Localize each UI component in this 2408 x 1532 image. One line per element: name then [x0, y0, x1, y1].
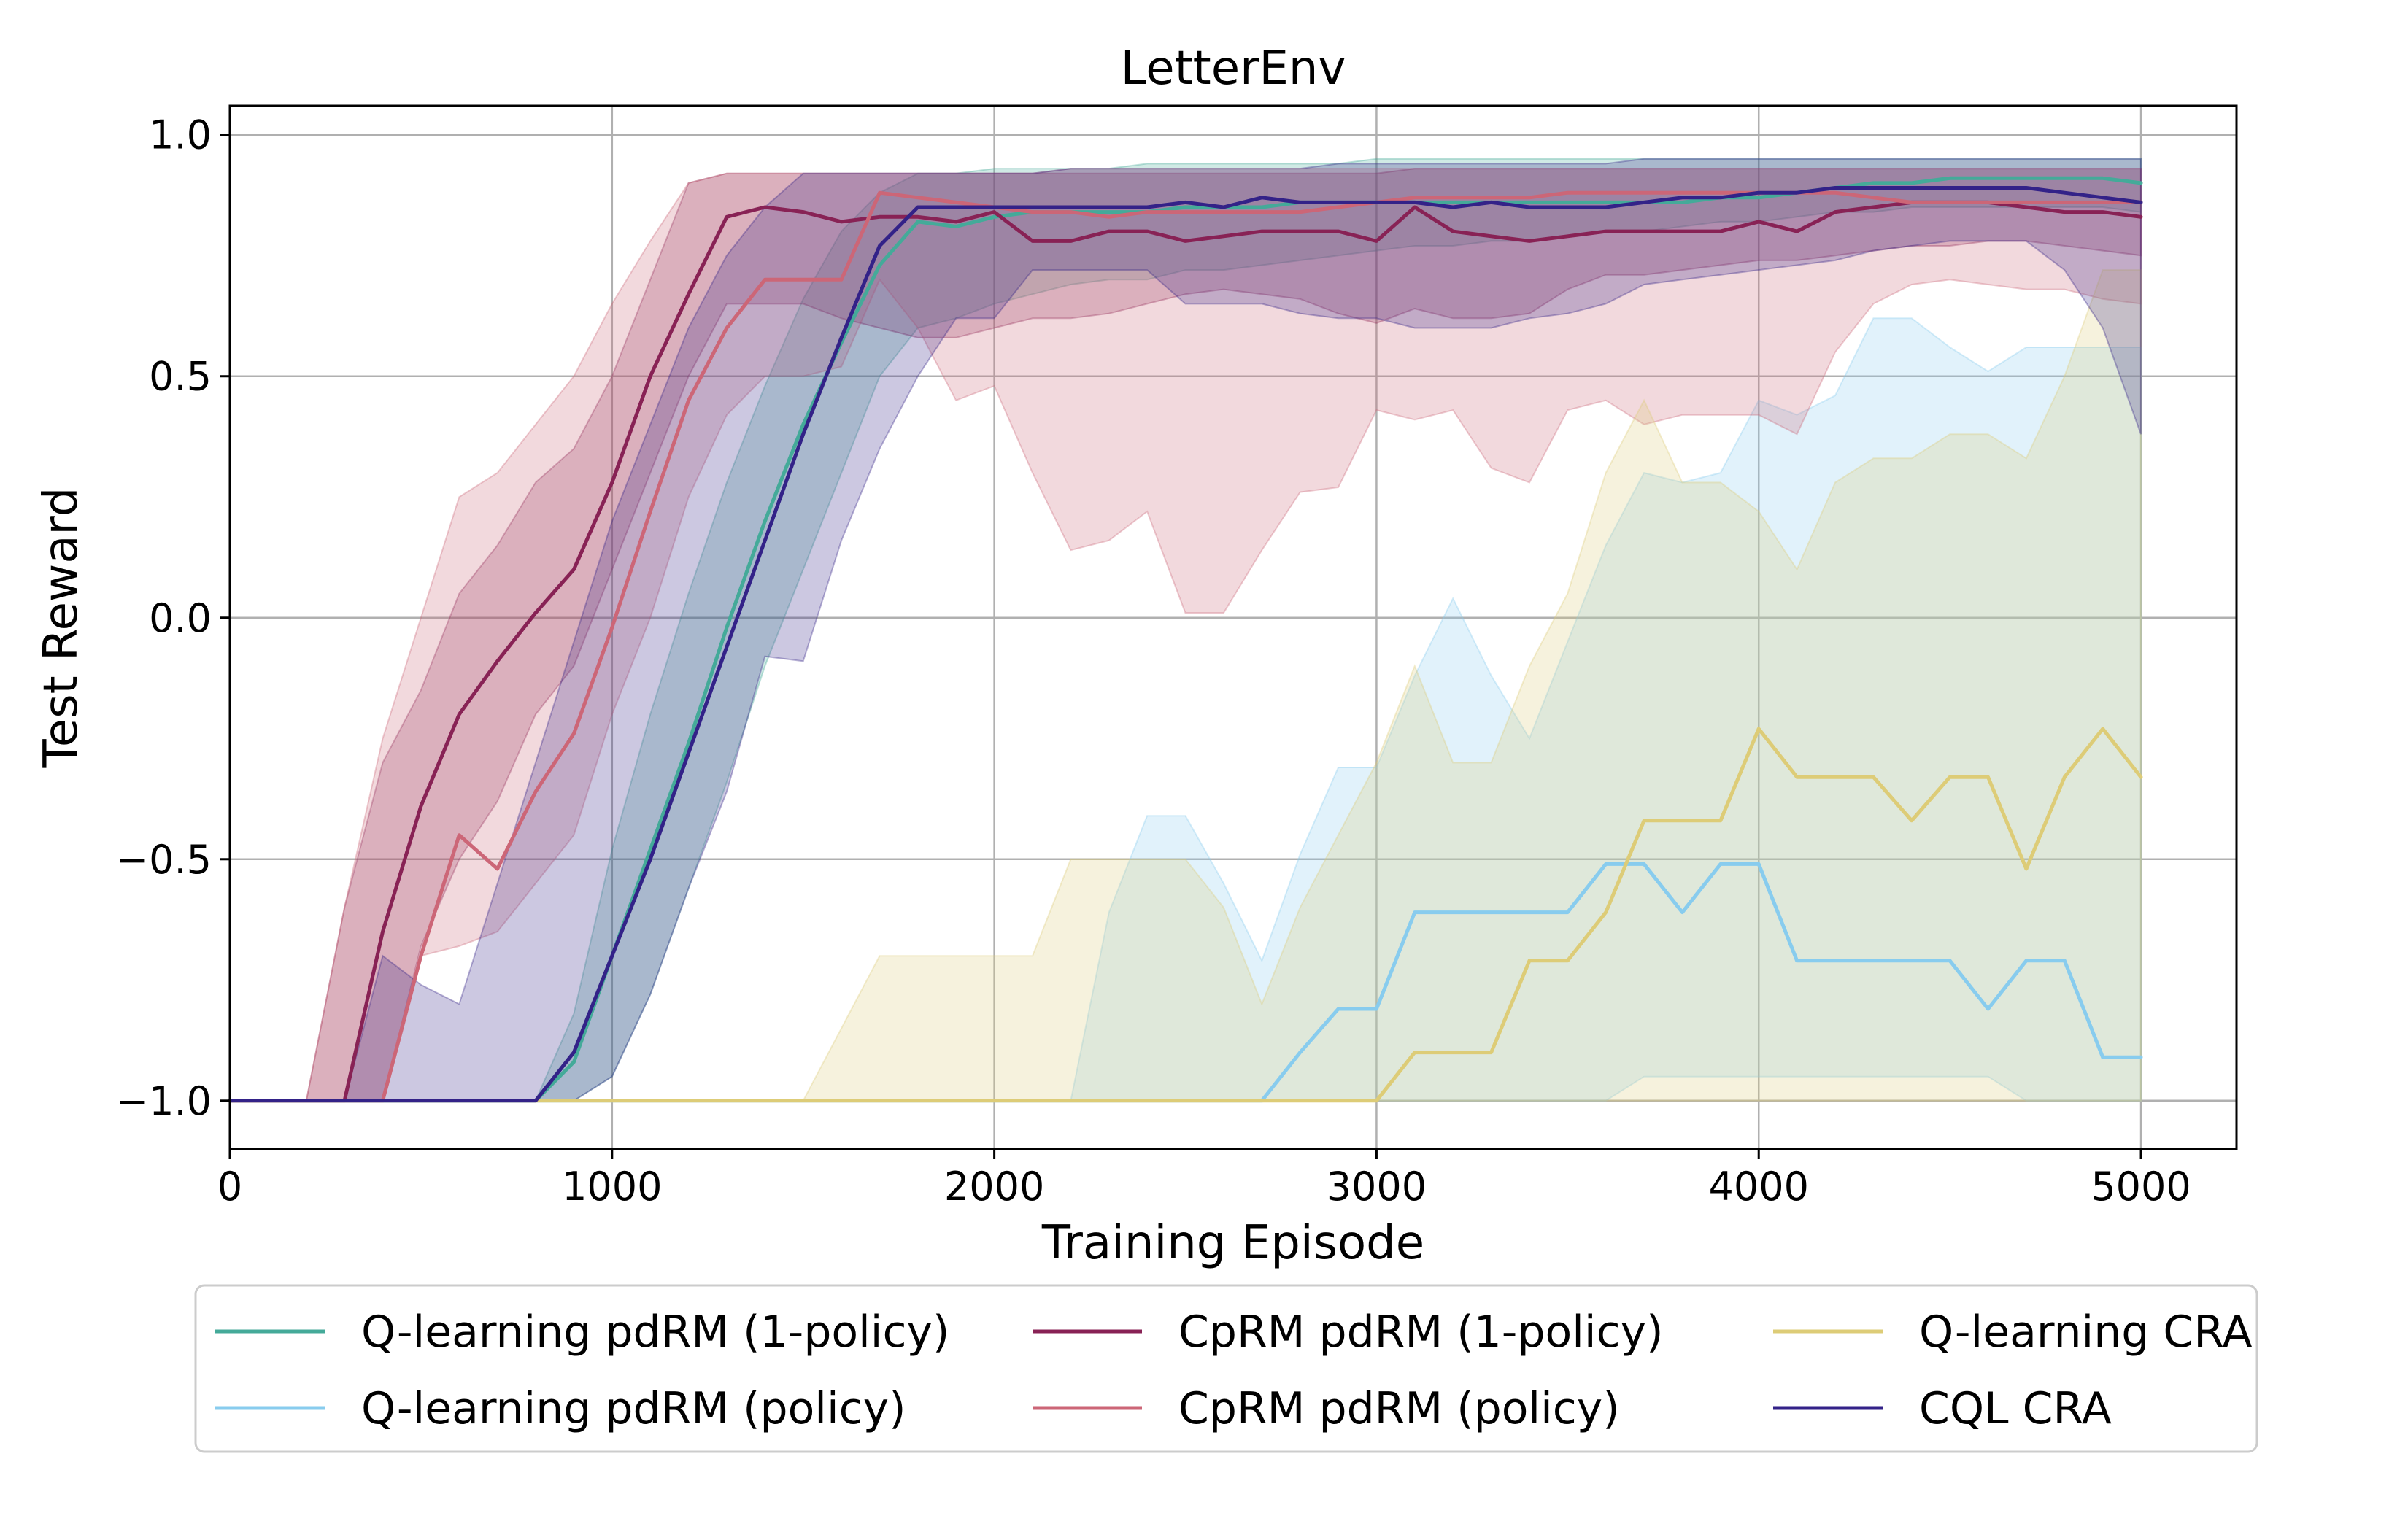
series-line-cql-cra	[228, 186, 2143, 1103]
x-tick-label: 2000	[944, 1164, 1044, 1210]
x-tick-label: 0	[217, 1164, 242, 1210]
x-tick-label: 1000	[562, 1164, 662, 1210]
legend-label-q-learning-pdrm-1-policy: Q-learning pdRM (1-policy)	[361, 1307, 949, 1358]
confidence-bands	[230, 158, 2142, 1102]
legend-label-cprm-pdrm-policy: CpRM pdRM (policy)	[1178, 1383, 1620, 1434]
y-tick-label: −1.0	[116, 1078, 212, 1124]
legend: Q-learning pdRM (1-policy) Q-learning pdR…	[194, 1284, 2258, 1453]
y-tick-label: 0.0	[149, 595, 212, 641]
series-lines	[228, 176, 2143, 1103]
band-cql-cra	[230, 158, 2142, 1102]
x-axis-title: Training Episode	[1041, 1216, 1424, 1270]
y-tick-label: 0.5	[149, 354, 212, 400]
band-q-learning-pdrm-1-policy	[230, 158, 2142, 1102]
legend-label-q-learning-pdrm-policy: Q-learning pdRM (policy)	[361, 1383, 906, 1434]
chart-title: LetterEnv	[1121, 42, 1346, 96]
series-line-cprm-pdrm-policy	[228, 190, 2143, 1103]
y-axis-title: Test Reward	[34, 487, 88, 769]
y-tick-label: −0.5	[116, 837, 212, 883]
legend-label-cql-cra: CQL CRA	[1919, 1383, 2112, 1434]
legend-label-cprm-pdrm-1-policy: CpRM pdRM (1-policy)	[1178, 1307, 1663, 1358]
grid	[228, 106, 2237, 1149]
legend-label-q-learning-cra: Q-learning CRA	[1919, 1307, 2253, 1358]
series-line-cprm-pdrm-1-policy	[228, 200, 2143, 1103]
y-tick-label: 1.0	[149, 112, 212, 158]
x-tick-label: 5000	[2091, 1164, 2191, 1210]
x-tick-label: 4000	[1709, 1164, 1809, 1210]
plot-frame	[228, 104, 2238, 1150]
series-line-q-learning-cra	[228, 727, 2143, 1103]
axis-ticks: 0 1000 2000 3000 4000 5000 −1.0 −0.5 0.0 0.5 1.0	[116, 112, 2191, 1210]
band-cprm-pdrm-1-policy	[230, 168, 2142, 1102]
x-tick-label: 3000	[1327, 1164, 1427, 1210]
legend-box	[194, 1284, 2258, 1453]
band-cprm-pdrm-policy	[230, 168, 2142, 1102]
